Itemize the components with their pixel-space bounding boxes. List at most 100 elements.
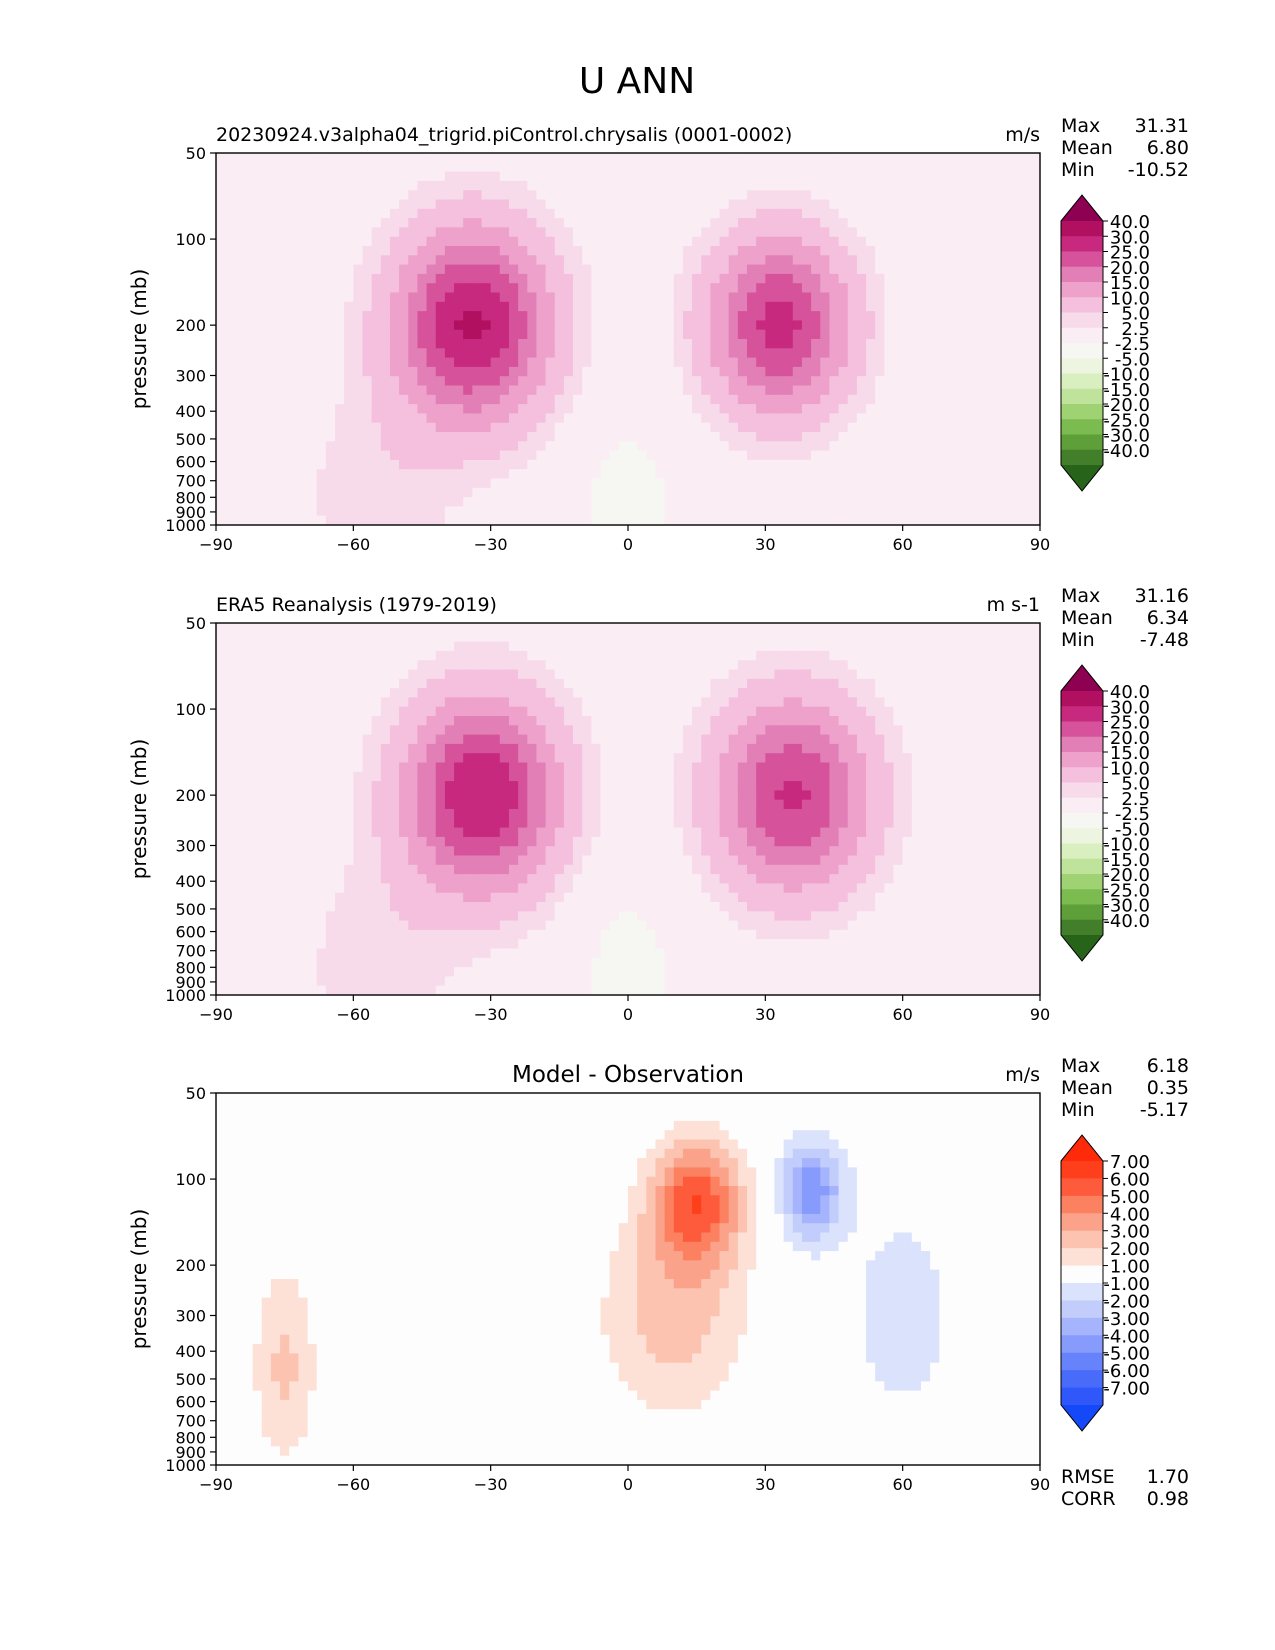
contour-cell [628, 339, 638, 349]
contour-cell [1021, 255, 1032, 266]
contour-cell [1012, 329, 1023, 340]
contour-cell [527, 385, 538, 396]
contour-cell [261, 348, 272, 359]
contour-cell [664, 320, 675, 331]
contour-cell [985, 246, 995, 256]
contour-cell [600, 329, 611, 340]
contour-cell [692, 329, 702, 340]
contour-cell [930, 273, 940, 284]
contour-cell [444, 771, 455, 782]
contour-cell [920, 301, 931, 312]
contour-cell [664, 497, 675, 507]
contour-cell [783, 413, 794, 424]
contour-cell [243, 948, 254, 959]
contour-cell [563, 264, 574, 275]
contour-cell [582, 162, 592, 173]
colorbar-label: -2.5 [1115, 334, 1150, 355]
contour-cell [362, 376, 373, 387]
contour-cell [243, 762, 254, 773]
contour-cell [454, 892, 464, 903]
contour-cell [637, 190, 647, 201]
contour-cell [563, 413, 574, 424]
contour-cell [637, 283, 647, 294]
contour-cell [747, 264, 757, 275]
contour-cell [966, 255, 977, 266]
contour-cell [380, 743, 391, 754]
contour-cell [646, 450, 657, 461]
contour-cell [399, 432, 409, 442]
contour-cell [719, 376, 730, 387]
contour-cell [280, 846, 290, 857]
contour-cell [655, 422, 666, 433]
contour-cell [454, 669, 464, 680]
contour-cell [307, 208, 318, 219]
contour-cell [371, 450, 382, 461]
contour-cell [655, 273, 666, 284]
contour-cell [380, 948, 391, 959]
contour-cell [371, 357, 382, 368]
contour-cell [307, 762, 318, 773]
contour-cell [948, 320, 959, 331]
contour-cell [298, 688, 309, 698]
contour-cell [481, 357, 492, 368]
contour-cell [444, 301, 455, 312]
contour-cell [930, 190, 940, 201]
colorbar-extend-min [1061, 465, 1103, 491]
contour-cell [801, 301, 812, 312]
contour-cell [472, 985, 483, 995]
contour-cell [298, 650, 309, 661]
contour-cell [408, 236, 419, 247]
contour-cell [399, 734, 409, 745]
contour-cell [811, 283, 821, 294]
contour-cell [829, 441, 840, 452]
contour-cell [344, 967, 354, 977]
contour-cell [856, 153, 867, 163]
contour-cell [353, 790, 364, 801]
contour-cell [966, 459, 977, 470]
contour-cell [316, 413, 327, 424]
contour-cell [518, 255, 528, 266]
contour-cell [280, 162, 290, 173]
contour-cell [573, 376, 583, 387]
contour-cell [353, 641, 364, 652]
contour-cell [417, 781, 428, 791]
contour-cell [747, 218, 757, 228]
contour-cell [454, 799, 464, 810]
contour-cell [280, 855, 290, 866]
contour-cell [481, 669, 492, 680]
contour-cell [554, 441, 565, 452]
contour-cell [829, 413, 840, 424]
contour-cell [344, 292, 354, 303]
contour-cell [344, 799, 354, 810]
contour-cell [820, 208, 831, 219]
contour-cell [875, 366, 885, 377]
contour-cell [591, 255, 602, 266]
contour-cell [765, 153, 776, 163]
contour-cell [664, 264, 675, 275]
contour-cell [692, 413, 702, 424]
contour-cell [637, 413, 647, 424]
contour-cell [728, 236, 739, 247]
contour-cell [975, 153, 986, 163]
contour-cell [866, 357, 876, 368]
contour-cell [490, 939, 501, 950]
contour-cell [628, 348, 638, 359]
contour-cell [243, 357, 254, 368]
colorbar-label: -30.0 [1103, 426, 1150, 447]
contour-cell [737, 292, 748, 303]
contour-cell [408, 753, 419, 764]
contour-cell [463, 818, 473, 829]
contour-cell [472, 273, 483, 284]
contour-cell [490, 329, 501, 340]
y-tick-label: 900 [175, 503, 206, 522]
contour-cell [371, 706, 382, 717]
contour-cell [682, 246, 693, 256]
contour-cell [994, 385, 1004, 396]
contour-cell [472, 469, 483, 480]
contour-cell [298, 497, 309, 507]
contour-cell [353, 469, 364, 480]
contour-cell [1012, 273, 1023, 284]
contour-cell [673, 227, 684, 238]
contour-cell [920, 199, 931, 210]
contour-cell [948, 171, 959, 182]
